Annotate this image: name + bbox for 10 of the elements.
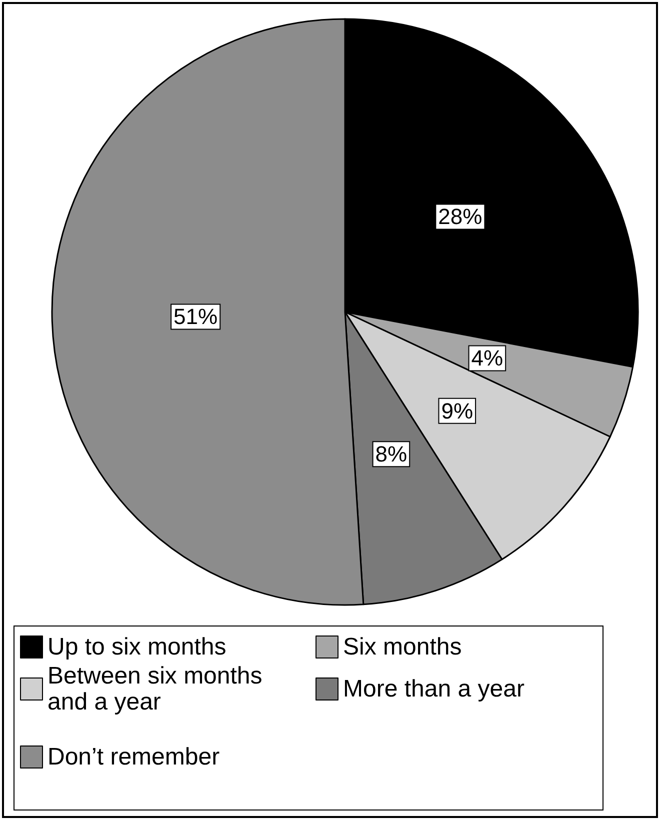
data-label: 51%	[174, 304, 218, 330]
legend-label: Between six months and a year	[48, 662, 269, 716]
legend-label: Up to six months	[48, 634, 226, 660]
data-label: 9%	[441, 398, 474, 424]
legend-label: Don’t remember	[48, 744, 220, 770]
legend-label: More than a year	[343, 676, 524, 702]
data-label: 28%	[438, 204, 482, 230]
data-label: 4%	[471, 346, 504, 371]
legend-label: Six months	[343, 634, 462, 660]
data-label: 8%	[375, 442, 408, 467]
